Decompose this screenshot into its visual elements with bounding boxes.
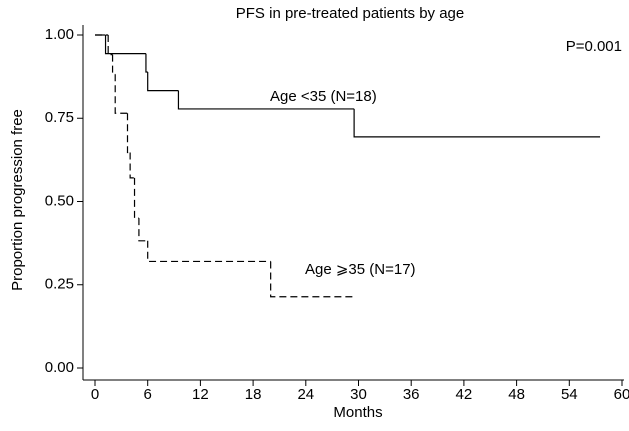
survival-step	[353, 108, 601, 138]
x-tick-label: 6	[144, 386, 152, 403]
x-tick-label: 18	[245, 386, 262, 403]
survival-step	[270, 261, 355, 298]
survival-step	[138, 218, 148, 242]
annotation: P=0.001	[566, 38, 622, 55]
x-tick-label: 48	[508, 386, 525, 403]
y-axis-label: Proportion progression free	[9, 109, 26, 291]
x-tick-label: 54	[561, 386, 578, 403]
x-axis-label: Months	[333, 404, 382, 421]
survival-step	[114, 74, 128, 114]
y-tick-label: 0.25	[45, 276, 74, 293]
series-label: Age ⩾35 (N=17)	[305, 261, 416, 278]
survival-step	[111, 54, 116, 75]
survival-step	[147, 240, 271, 263]
y-tick-label: 0.50	[45, 192, 74, 209]
x-tick-label: 60	[614, 386, 629, 403]
series-label: Age <35 (N=18)	[270, 88, 377, 105]
y-tick-label: 0.75	[45, 109, 74, 126]
x-tick-label: 24	[297, 386, 314, 403]
survival-step	[126, 113, 131, 154]
survival-step	[177, 90, 355, 110]
x-tick-label: 30	[350, 386, 367, 403]
survival-step	[129, 152, 135, 179]
y-tick-label: 0.00	[45, 359, 74, 376]
y-tick-label: 1.00	[45, 26, 74, 43]
survival-step	[104, 35, 146, 55]
x-tick-label: 42	[456, 386, 473, 403]
survival-step	[133, 177, 139, 219]
survival-step	[147, 71, 179, 92]
chart-title: PFS in pre-treated patients by age	[236, 5, 464, 22]
x-tick-label: 36	[403, 386, 420, 403]
x-tick-label: 12	[192, 386, 209, 403]
survival-step	[107, 35, 113, 56]
x-tick-label: 0	[91, 386, 99, 403]
survival-step	[145, 53, 148, 73]
